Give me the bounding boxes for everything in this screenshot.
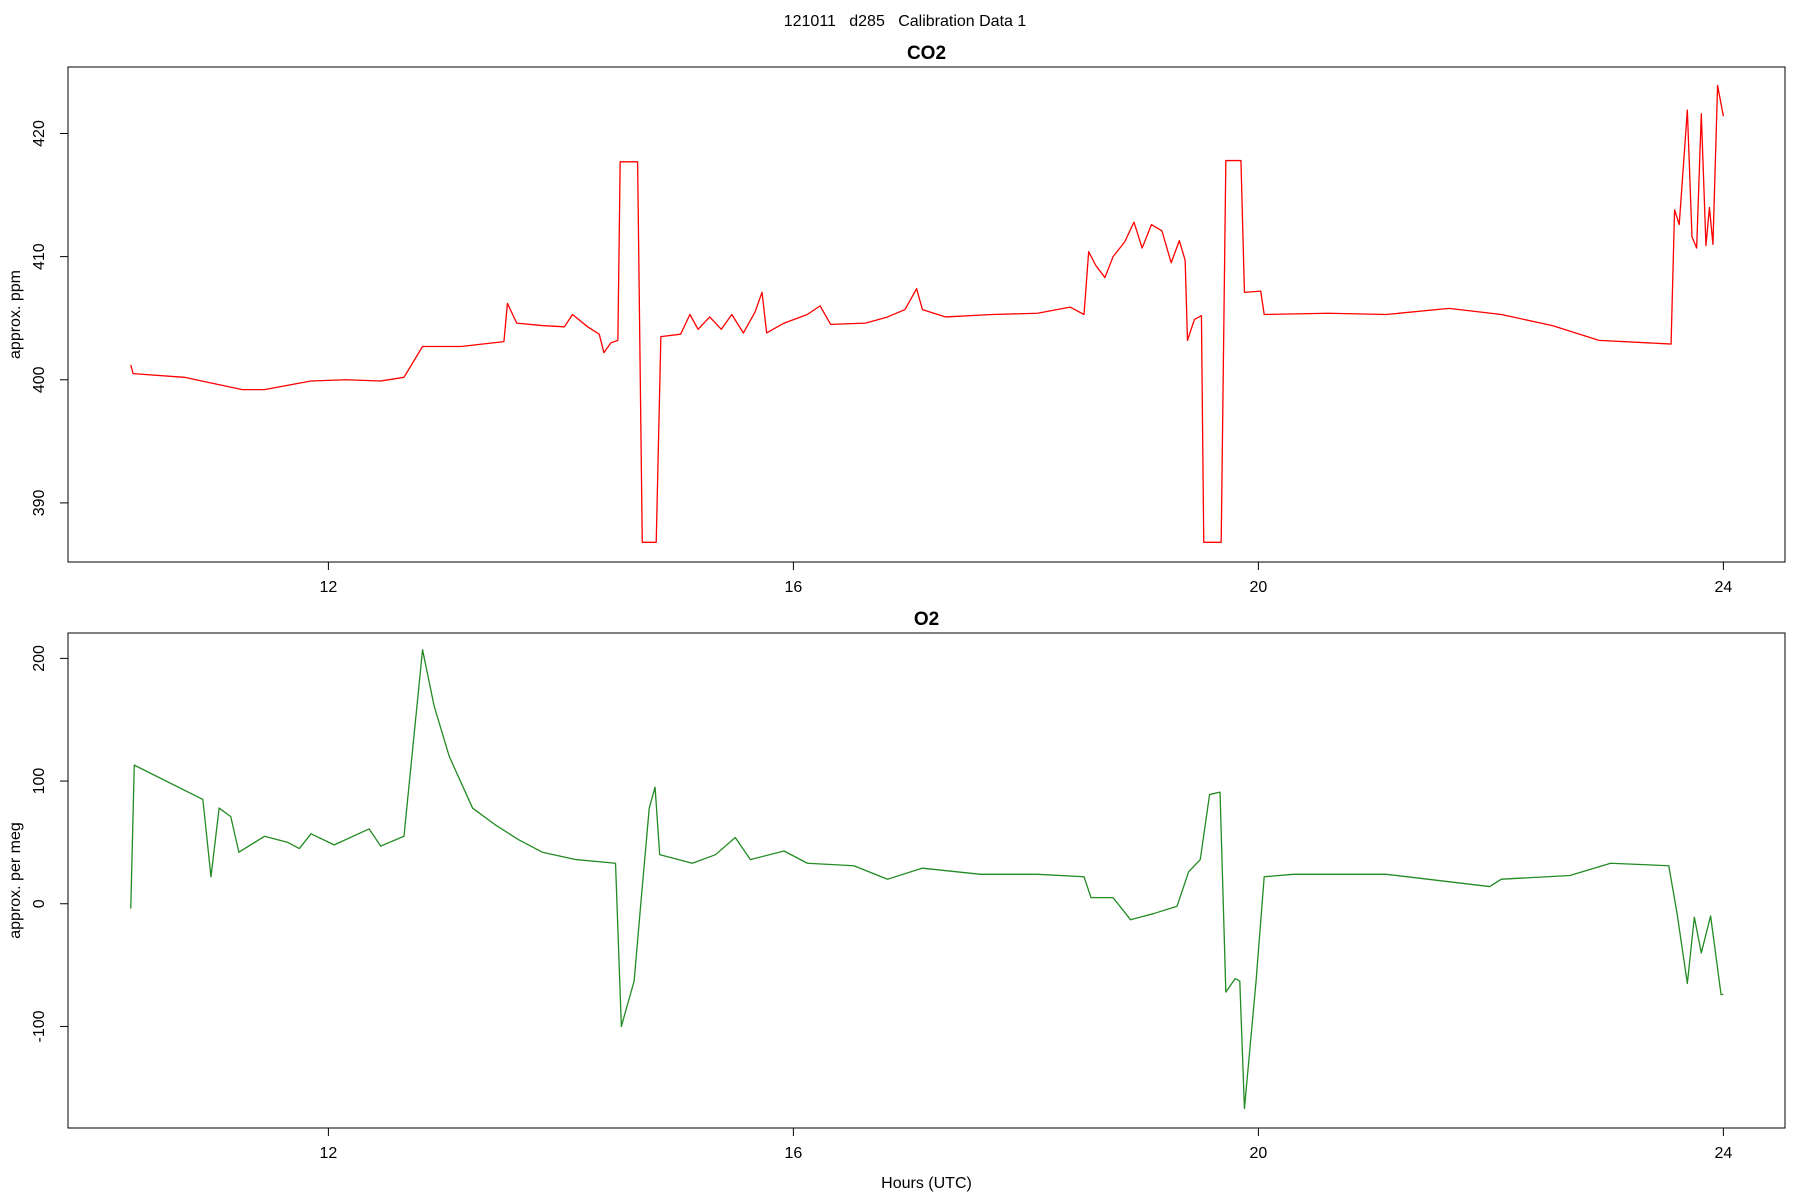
plot-frame — [67, 66, 1786, 563]
x-tick-label: 20 — [1249, 579, 1267, 596]
data-line — [130, 649, 1724, 1110]
x-tick-label: 20 — [1249, 1145, 1267, 1162]
y-tick-label: 390 — [31, 489, 48, 516]
y-tick-label: 410 — [31, 243, 48, 270]
x-tick-label: 12 — [319, 1145, 337, 1162]
x-tick-label: 24 — [1714, 579, 1732, 596]
y-tick-label: 200 — [31, 645, 48, 672]
x-axis-label: Hours (UTC) — [881, 1175, 972, 1192]
y-tick-label: 100 — [31, 768, 48, 795]
data-line — [130, 84, 1725, 543]
chart-title: CO2 — [907, 43, 946, 64]
y-tick-label: 400 — [31, 366, 48, 393]
x-tick-label: 24 — [1714, 1145, 1732, 1162]
x-tick-label: 16 — [784, 579, 802, 596]
chart-title: O2 — [914, 609, 939, 630]
y-tick-label: 0 — [31, 899, 48, 908]
y-axis-label: approx. ppm — [7, 270, 24, 359]
y-axis-label: approx. per meg — [7, 822, 24, 939]
x-tick-label: 12 — [319, 579, 337, 596]
figure-title: 121011 d285 Calibration Data 1 — [784, 13, 1027, 30]
x-tick-label: 16 — [784, 1145, 802, 1162]
y-tick-label: -100 — [31, 1010, 48, 1042]
y-tick-label: 420 — [31, 120, 48, 147]
plot-frame — [67, 632, 1786, 1129]
